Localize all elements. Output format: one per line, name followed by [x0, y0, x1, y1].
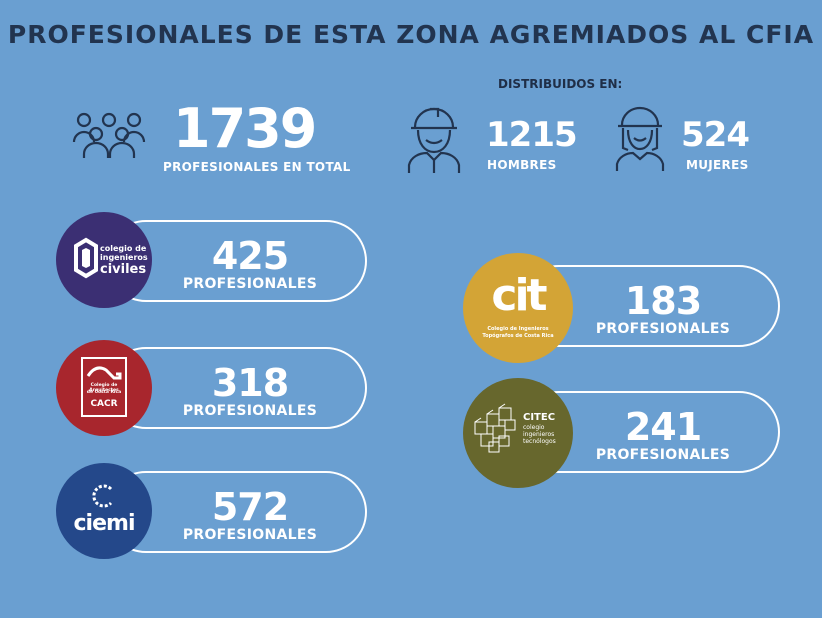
- college-citec-logo-line1: colegio: [523, 424, 545, 431]
- college-citec-label: PROFESIONALES: [595, 447, 731, 463]
- college-ciemi-logo: ciemi: [56, 463, 152, 559]
- college-civiles-logo-line1: colegio de: [100, 244, 147, 253]
- total-label: PROFESIONALES EN TOTAL: [163, 160, 351, 174]
- college-cit-label: PROFESIONALES: [595, 321, 731, 337]
- college-cit-logo-line2: Topógrafos de Costa Rica: [482, 333, 554, 339]
- men-label: HOMBRES: [487, 158, 557, 172]
- page-title: PROFESIONALES DE ESTA ZONA AGREMIADOS AL…: [7, 20, 815, 49]
- college-cacr-card: 318 PROFESIONALES: [105, 347, 367, 429]
- college-cacr-logo-line2: de Costa Rica: [86, 390, 122, 395]
- college-civiles-logo: colegio de ingenieros civiles: [56, 212, 152, 308]
- college-citec-logo-line3: tecnólogos: [523, 438, 556, 445]
- college-citec-value: 241: [624, 405, 702, 449]
- college-citec-logo-line2: ingenieros: [523, 431, 555, 438]
- men-value: 1215: [486, 115, 578, 155]
- college-civiles-label: PROFESIONALES: [182, 276, 318, 292]
- college-ciemi-label: PROFESIONALES: [182, 527, 318, 543]
- female-engineer-icon: [615, 106, 665, 171]
- college-ciemi-logo-text: ciemi: [73, 511, 136, 536]
- college-cit-logo: cit Colegio de Ingenieros Topógrafos de …: [463, 253, 573, 363]
- college-cit-value: 183: [624, 279, 702, 323]
- college-citec-logo-mark: CITEC: [523, 412, 556, 423]
- college-cacr-value: 318: [211, 361, 289, 405]
- college-citec-card: 241 PROFESIONALES: [518, 391, 780, 473]
- college-civiles-card: 425 PROFESIONALES: [105, 220, 367, 302]
- college-ciemi-card: 572 PROFESIONALES: [105, 471, 367, 553]
- college-cacr-logo-line1: Colegio de Arquitectos: [89, 383, 119, 393]
- college-citec-logo: CITEC colegio ingenieros tecnólogos: [463, 378, 573, 488]
- college-cit-logo-line1: Colegio de Ingenieros: [487, 326, 549, 332]
- group-people-icon: [72, 112, 146, 158]
- women-label: MUJERES: [686, 158, 749, 172]
- college-cacr-logo: Colegio de Arquitectos de Costa Rica CAC…: [56, 340, 152, 436]
- women-value: 524: [681, 115, 750, 155]
- college-cacr-label: PROFESIONALES: [182, 403, 318, 419]
- college-cit-logo-mark: cit: [491, 270, 547, 321]
- college-civiles-logo-line3: civiles: [100, 262, 147, 277]
- college-cit-card: 183 PROFESIONALES: [518, 265, 780, 347]
- distribution-heading: DISTRIBUIDOS EN:: [498, 77, 623, 91]
- male-engineer-icon: [407, 107, 461, 173]
- total-value: 1739: [173, 97, 317, 160]
- college-ciemi-value: 572: [211, 485, 289, 529]
- college-cacr-logo-line3: CACR: [90, 399, 118, 409]
- college-civiles-value: 425: [211, 234, 289, 278]
- college-civiles-logo-line2: ingenieros: [100, 253, 148, 262]
